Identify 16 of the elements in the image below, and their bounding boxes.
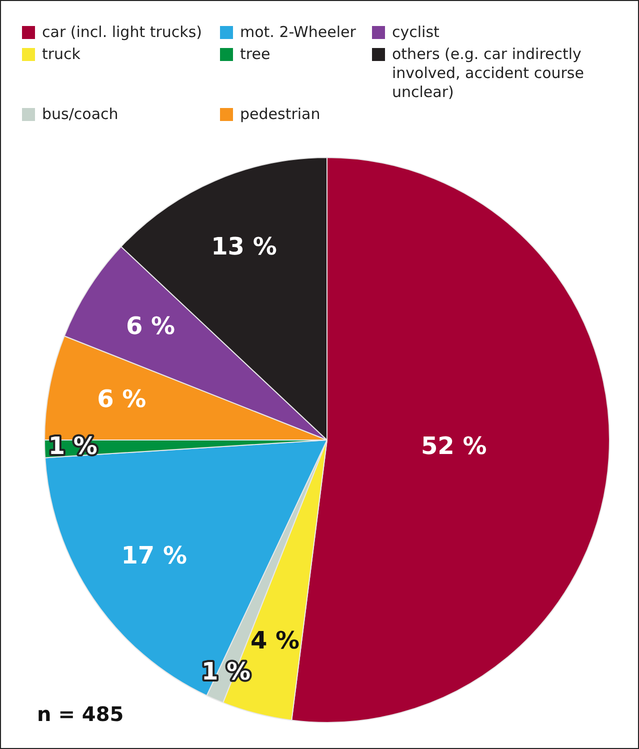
- data-label: 52 %: [420, 432, 487, 460]
- text: n = 485: [37, 702, 124, 726]
- data-label: 6 %: [126, 312, 176, 340]
- data-label: 4 %: [250, 626, 300, 655]
- data-label: 17 %: [121, 542, 188, 570]
- legend-label: cyclist: [392, 23, 440, 42]
- data-label: 1 %: [48, 432, 98, 460]
- legend-label: mot. 2-Wheeler: [240, 23, 356, 42]
- legend-label: pedestrian: [240, 105, 320, 124]
- legend-label: others (e.g. car indirectly involved, accident course unclear): [392, 45, 585, 102]
- legend-label: bus/coach: [42, 105, 118, 124]
- data-label: 6 %: [97, 385, 146, 414]
- legend-label: car (incl. light trucks): [42, 23, 202, 42]
- legend-label: truck: [42, 45, 80, 64]
- legend-label: tree: [240, 45, 270, 64]
- data-label: 13 %: [211, 232, 277, 260]
